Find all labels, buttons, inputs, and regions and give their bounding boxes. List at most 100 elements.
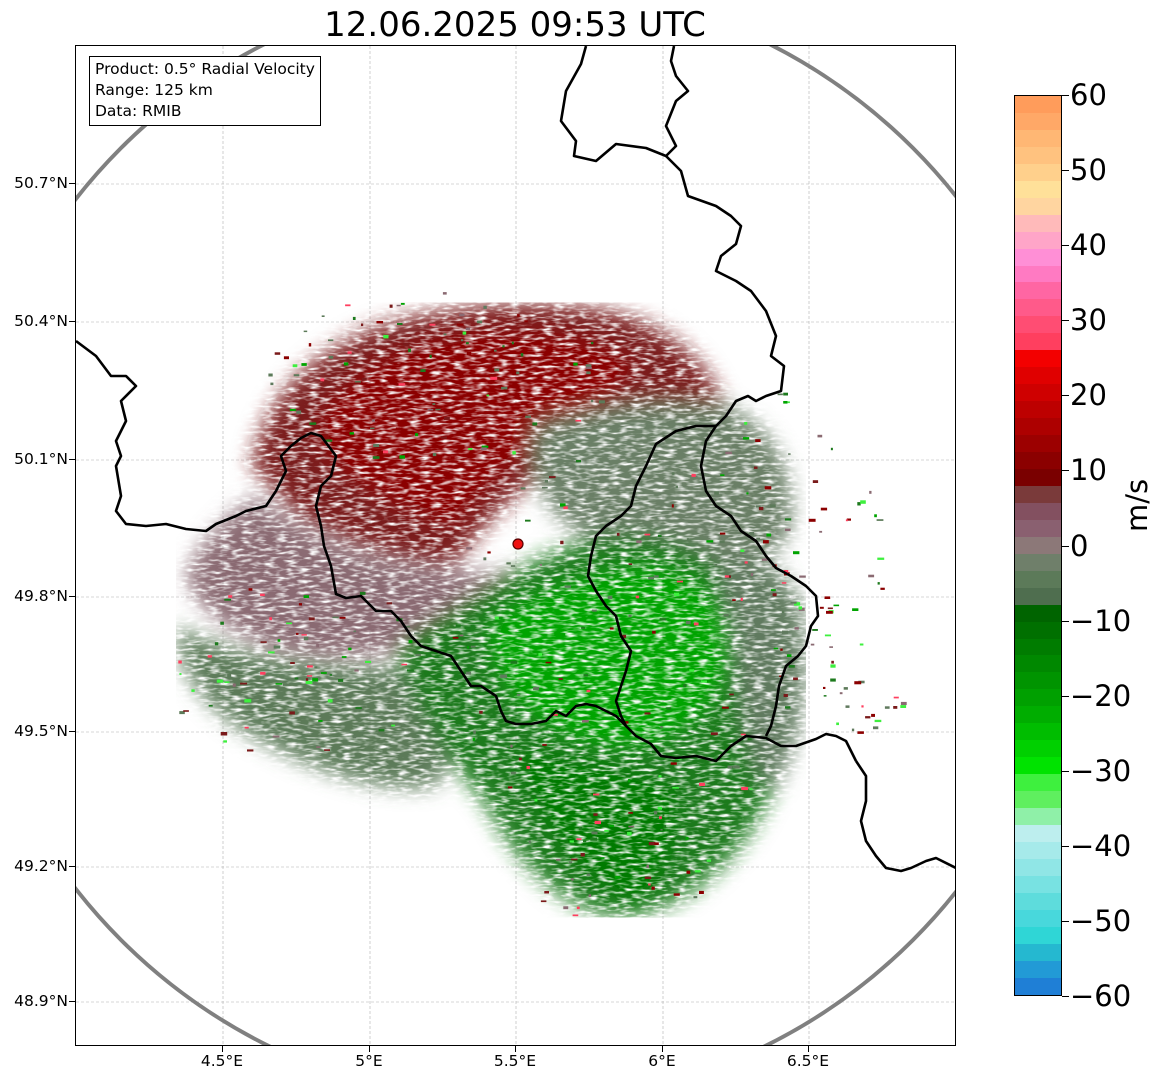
- colorbar-tick-label: −10: [1070, 603, 1132, 638]
- echo-speckle: [571, 878, 574, 881]
- y-tick-mark: [69, 183, 75, 184]
- colorbar-segment: [1015, 384, 1061, 402]
- echo-speckle: [220, 732, 228, 736]
- echo-speckle: [788, 453, 791, 455]
- echo-speckle: [662, 814, 665, 816]
- echo-speckle: [877, 557, 885, 560]
- colorbar-segment: [1015, 316, 1061, 334]
- echo-speckle: [316, 746, 321, 748]
- echo-speckle: [616, 532, 620, 536]
- echo-speckle: [524, 320, 528, 323]
- echo-speckle: [462, 331, 467, 335]
- echo-speckle: [532, 422, 538, 426]
- y-tick-mark: [69, 596, 75, 597]
- colorbar: [1014, 95, 1062, 996]
- echo-speckle: [282, 683, 288, 686]
- echo-speckle: [248, 588, 253, 591]
- echo-speckle: [526, 766, 530, 769]
- echo-speckle: [538, 653, 542, 657]
- echo-speckle: [579, 826, 583, 831]
- colorbar-segment: [1015, 824, 1061, 842]
- colorbar-tick-label: 20: [1070, 378, 1107, 413]
- echo-speckle: [781, 582, 787, 584]
- echo-speckle: [582, 719, 589, 723]
- echo-region-near-zero-negative: [532, 402, 792, 573]
- echo-speckle: [305, 680, 313, 684]
- echo-speckle: [353, 630, 356, 633]
- echo-speckle: [268, 651, 275, 654]
- echo-speckle: [691, 473, 696, 477]
- x-tick-label: 6°E: [648, 1052, 676, 1070]
- colorbar-segment: [1015, 231, 1061, 249]
- echo-speckle: [659, 816, 662, 819]
- colorbar-tick-mark: [1062, 95, 1069, 96]
- echo-speckle: [227, 673, 232, 678]
- echo-speckle: [511, 341, 514, 345]
- echo-speckle: [286, 622, 292, 625]
- echo-speckle: [320, 378, 325, 382]
- colorbar-tick-label: −30: [1070, 753, 1132, 788]
- colorbar-tick-mark: [1062, 320, 1069, 322]
- echo-speckle: [627, 832, 632, 836]
- radar-map: [76, 46, 955, 1045]
- echo-speckle: [683, 684, 687, 688]
- echo-speckle: [747, 738, 752, 741]
- echo-speckle: [274, 352, 281, 355]
- echo-speckle: [711, 556, 715, 559]
- echo-speckle: [269, 617, 272, 621]
- colorbar-tick-mark: [1062, 920, 1069, 922]
- echo-speckle: [397, 616, 403, 619]
- echo-speckle: [301, 363, 307, 366]
- echo-speckle: [859, 643, 864, 646]
- echo-speckle: [604, 829, 609, 832]
- echo-speckle: [459, 313, 465, 317]
- echo-speckle: [179, 711, 185, 715]
- echo-speckle: [732, 765, 740, 769]
- echo-speckle: [749, 788, 753, 790]
- echo-speckle: [516, 693, 521, 696]
- echo-speckle: [761, 558, 768, 561]
- echo-speckle: [670, 762, 677, 765]
- echo-speckle: [432, 453, 437, 457]
- echo-speckle: [539, 564, 542, 566]
- echo-speckle: [407, 669, 414, 672]
- echo-speckle: [361, 377, 367, 381]
- echo-speckle: [583, 840, 587, 843]
- echo-speckle: [586, 371, 591, 375]
- echo-speckle: [857, 731, 864, 734]
- echo-speckle: [355, 707, 362, 709]
- echo-speckle: [628, 778, 631, 783]
- echo-speckle: [244, 726, 249, 729]
- echo-speckle: [494, 616, 499, 620]
- echo-speckle: [459, 634, 464, 637]
- echo-speckle: [722, 706, 729, 709]
- echo-speckle: [483, 557, 487, 561]
- echo-speckle: [740, 733, 746, 736]
- echo-speckle: [810, 643, 815, 646]
- echo-speckle: [628, 825, 635, 828]
- echo-speckle: [555, 859, 561, 861]
- echo-speckle: [540, 900, 547, 903]
- echo-speckle: [845, 705, 850, 708]
- echo-speckle: [420, 369, 426, 372]
- echo-speckle: [766, 533, 772, 537]
- echo-speckle: [354, 669, 359, 672]
- echo-speckle: [880, 587, 885, 590]
- echo-speckle: [479, 710, 483, 714]
- colorbar-segment: [1015, 587, 1061, 605]
- echo-speckle: [585, 364, 592, 368]
- scattered-echoes: [178, 292, 907, 917]
- echo-speckle: [378, 729, 385, 732]
- echo-speckle: [228, 595, 233, 598]
- echo-speckle: [672, 787, 679, 789]
- colorbar-tick-mark: [1062, 620, 1069, 622]
- colorbar-segment: [1015, 96, 1061, 113]
- echo-speckle: [817, 434, 823, 438]
- echo-speckle: [352, 316, 356, 320]
- radar-map-panel: [75, 45, 956, 1046]
- echo-speckle: [826, 610, 833, 614]
- echo-speckle: [273, 645, 281, 649]
- echo-speckle: [290, 662, 295, 664]
- echo-speckle: [398, 383, 406, 386]
- colorbar-tick-label: 40: [1070, 228, 1107, 263]
